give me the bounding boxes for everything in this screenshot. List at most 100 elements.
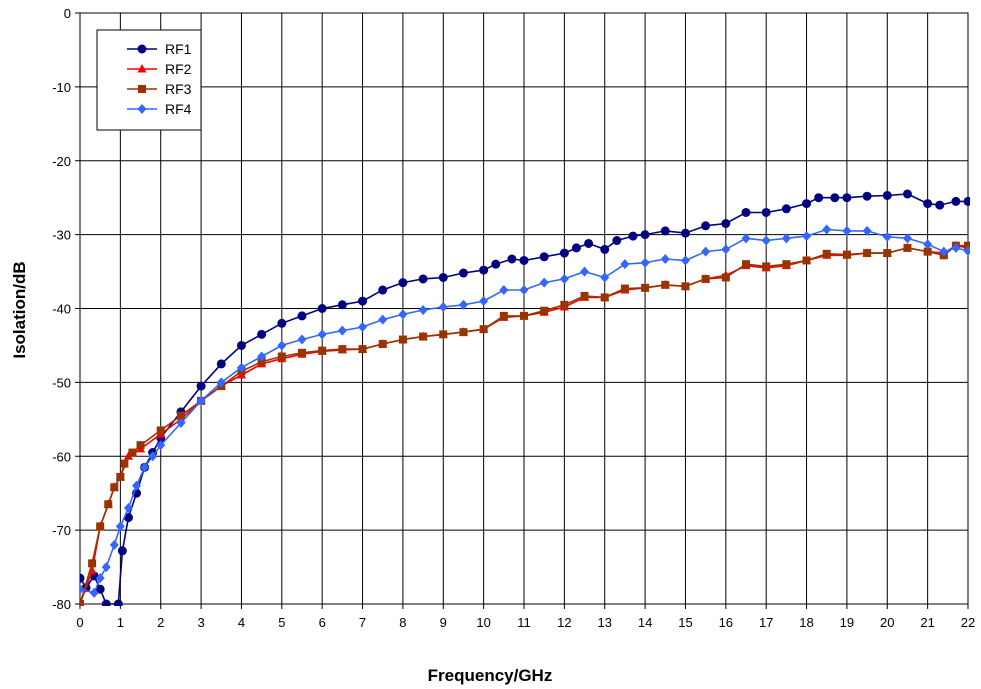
series-rf4 — [80, 224, 970, 598]
data-point-rf3 — [782, 260, 791, 269]
data-point-rf3 — [701, 274, 710, 283]
x-axis-title: Frequency/GHz — [428, 666, 553, 685]
x-tick-label: 7 — [359, 615, 366, 630]
data-point-rf1 — [584, 238, 594, 248]
data-point-rf4 — [580, 266, 590, 277]
data-point-rf4 — [109, 539, 119, 550]
y-tick-label: -50 — [52, 375, 71, 390]
data-point-rf3 — [641, 283, 650, 292]
data-point-rf1 — [741, 207, 751, 217]
y-tick-label: -30 — [52, 228, 71, 243]
legend-marker — [137, 104, 147, 114]
data-point-rf4 — [951, 242, 961, 253]
data-point-rf1 — [277, 318, 287, 328]
data-point-rf1 — [216, 359, 226, 369]
data-point-rf1 — [196, 381, 206, 391]
data-point-rf3 — [358, 345, 367, 354]
data-point-rf4 — [600, 272, 610, 283]
data-point-rf3 — [398, 335, 407, 344]
data-point-rf4 — [123, 502, 133, 513]
legend: RF1 RF2 RF3 RF4 — [96, 29, 202, 131]
x-tick-label: 9 — [440, 615, 447, 630]
data-point-rf3 — [277, 352, 286, 361]
data-point-rf4 — [95, 573, 105, 584]
data-point-rf3 — [479, 325, 488, 334]
data-point-rf4 — [196, 395, 206, 406]
data-point-rf1 — [519, 255, 529, 265]
data-point-rf3 — [136, 441, 145, 450]
data-point-rf3 — [96, 522, 105, 531]
data-point-rf4 — [101, 562, 111, 573]
legend-label: RF2 — [165, 61, 192, 77]
data-point-rf3 — [600, 293, 609, 302]
data-point-rf3 — [257, 357, 266, 366]
data-point-rf4 — [236, 362, 246, 373]
data-point-rf4 — [148, 451, 158, 462]
data-point-rf2 — [123, 451, 133, 460]
y-tick-label: -80 — [52, 597, 71, 612]
y-tick-label: -70 — [52, 523, 71, 538]
x-tick-label: 12 — [557, 615, 571, 630]
data-point-rf4 — [358, 321, 368, 332]
data-point-rf4 — [156, 440, 166, 451]
data-point-rf4 — [963, 245, 970, 256]
data-point-rf3 — [120, 459, 129, 468]
x-tick-label: 1 — [117, 615, 124, 630]
data-point-rf4 — [701, 246, 711, 257]
x-tick-label: 5 — [278, 615, 285, 630]
data-point-rf3 — [419, 332, 428, 341]
data-point-rf4 — [862, 225, 872, 236]
data-point-rf4 — [479, 296, 489, 307]
data-point-rf4 — [80, 584, 85, 595]
data-point-rf4 — [132, 480, 142, 491]
data-point-rf1 — [297, 311, 307, 321]
data-point-rf4 — [337, 325, 347, 336]
data-point-rf3 — [540, 306, 549, 315]
legend-marker — [137, 64, 147, 73]
data-point-rf3 — [863, 249, 872, 258]
data-point-rf1 — [640, 230, 650, 240]
data-point-rf1 — [963, 196, 970, 206]
data-point-rf3 — [459, 328, 468, 337]
data-point-rf3 — [762, 262, 771, 271]
data-point-rf1 — [814, 193, 824, 203]
data-point-rf3 — [580, 291, 589, 300]
data-point-rf4 — [620, 259, 630, 270]
legend-item: RF4 — [127, 101, 192, 117]
data-point-rf3 — [721, 273, 730, 282]
data-point-rf3 — [661, 280, 670, 289]
data-point-rf4 — [741, 233, 751, 244]
x-tick-label: 14 — [638, 615, 652, 630]
data-point-rf1 — [721, 219, 731, 229]
data-point-rf1 — [862, 191, 872, 201]
data-point-rf3 — [318, 346, 327, 355]
data-point-rf1 — [842, 193, 852, 203]
data-point-rf4 — [923, 239, 933, 250]
data-point-rf3 — [923, 247, 932, 256]
x-tick-label: 0 — [76, 615, 83, 630]
data-point-rf3 — [842, 250, 851, 259]
x-tick-label: 6 — [319, 615, 326, 630]
data-point-rf1 — [902, 189, 912, 199]
data-point-rf4 — [539, 277, 549, 288]
data-point-rf4 — [640, 257, 650, 268]
data-point-rf4 — [398, 309, 408, 320]
x-tick-label: 11 — [517, 615, 531, 630]
data-point-rf1 — [612, 236, 622, 246]
data-point-rf3 — [620, 284, 629, 293]
legend-box — [96, 29, 202, 131]
x-tick-label: 13 — [597, 615, 611, 630]
data-point-rf1 — [628, 231, 638, 241]
series-layer — [80, 189, 970, 606]
x-tick-label: 18 — [799, 615, 813, 630]
x-tick-label: 16 — [719, 615, 733, 630]
legend-item: RF2 — [127, 61, 192, 77]
data-point-rf1 — [802, 199, 812, 209]
data-point-rf4 — [418, 304, 428, 315]
x-tick-label: 8 — [399, 615, 406, 630]
y-axis-title: Isolation/dB — [10, 261, 29, 358]
data-point-rf3 — [80, 600, 84, 606]
y-tick-label: -10 — [52, 80, 71, 95]
grid — [80, 13, 968, 604]
data-point-rf3 — [156, 426, 165, 435]
